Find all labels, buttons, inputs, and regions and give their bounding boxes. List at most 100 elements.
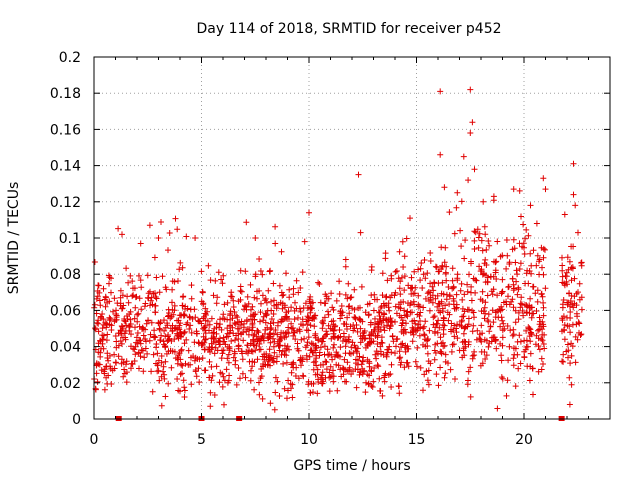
data-point [314, 390, 321, 397]
data-point [152, 309, 159, 316]
data-point [334, 335, 341, 341]
data-point [330, 367, 336, 374]
data-point [295, 347, 302, 354]
data-point [365, 312, 372, 319]
data-point [210, 329, 217, 336]
data-point [471, 348, 478, 355]
data-point [184, 319, 191, 326]
data-point [307, 389, 314, 396]
data-point [359, 358, 366, 364]
data-point [206, 327, 212, 334]
data-point [486, 328, 493, 335]
data-point [321, 351, 328, 358]
data-point [347, 323, 354, 330]
data-point [433, 320, 440, 327]
data-point [559, 358, 565, 365]
data-point [272, 374, 279, 381]
data-point [107, 352, 113, 359]
data-point [161, 317, 167, 324]
data-point [415, 292, 422, 299]
data-point [342, 350, 349, 357]
data-point [291, 307, 298, 314]
data-point [345, 338, 352, 345]
data-point [259, 292, 266, 299]
data-point [527, 329, 534, 336]
data-point [397, 278, 404, 285]
data-point [471, 237, 478, 244]
data-point [421, 331, 427, 338]
data-point [322, 358, 329, 365]
data-point [257, 346, 264, 353]
data-point [523, 344, 530, 350]
data-point [458, 243, 465, 250]
data-point [230, 354, 237, 361]
data-point [482, 356, 489, 362]
data-point [256, 256, 263, 262]
data-point [181, 394, 188, 400]
data-point [567, 315, 574, 321]
data-point [481, 223, 488, 230]
data-point [372, 315, 378, 322]
data-point [513, 278, 520, 285]
data-point [375, 363, 382, 370]
data-point [401, 326, 408, 333]
data-point [407, 309, 414, 316]
data-point [521, 348, 528, 355]
data-point [197, 318, 204, 324]
data-point [571, 293, 578, 300]
data-point [292, 299, 298, 306]
data-point [465, 177, 472, 184]
data-point [137, 240, 144, 247]
data-point [567, 298, 574, 304]
data-point [309, 299, 316, 306]
data-point [299, 372, 306, 379]
data-point [280, 291, 287, 298]
data-point [576, 296, 583, 303]
data-point [342, 343, 349, 350]
data-point [320, 361, 327, 368]
data-point [380, 351, 387, 358]
data-point [342, 263, 349, 270]
data-point [244, 317, 250, 323]
data-point [578, 259, 585, 266]
data-point [119, 231, 125, 238]
data-point [258, 300, 264, 307]
data-point [286, 286, 293, 293]
data-point [427, 258, 434, 264]
data-point [192, 235, 199, 241]
data-point [399, 319, 406, 326]
data-point [100, 316, 107, 323]
data-point [407, 302, 413, 309]
data-point [517, 360, 524, 367]
data-point [512, 307, 519, 314]
data-point [446, 209, 453, 216]
data-point [535, 327, 541, 334]
data-point [160, 363, 167, 370]
data-point [534, 252, 541, 259]
data-point [453, 204, 460, 211]
data-point [123, 322, 130, 329]
data-point [392, 303, 399, 310]
data-point [533, 262, 540, 269]
y-tick-label: 0.16 [50, 122, 81, 138]
data-point [178, 346, 185, 353]
data-point [403, 359, 410, 366]
data-point [384, 322, 390, 329]
data-point [213, 300, 220, 307]
data-point [158, 219, 164, 225]
data-point [359, 335, 366, 342]
data-point [177, 388, 183, 395]
data-point [106, 314, 113, 321]
data-point [476, 230, 483, 237]
data-point [135, 310, 142, 317]
data-point [104, 331, 111, 338]
data-point [566, 401, 573, 408]
data-point [467, 86, 474, 93]
data-point [145, 290, 152, 297]
data-point [316, 281, 323, 287]
data-point [132, 351, 139, 358]
data-point [125, 279, 132, 286]
data-point [494, 238, 501, 245]
data-point [186, 313, 193, 320]
data-point [310, 349, 317, 356]
